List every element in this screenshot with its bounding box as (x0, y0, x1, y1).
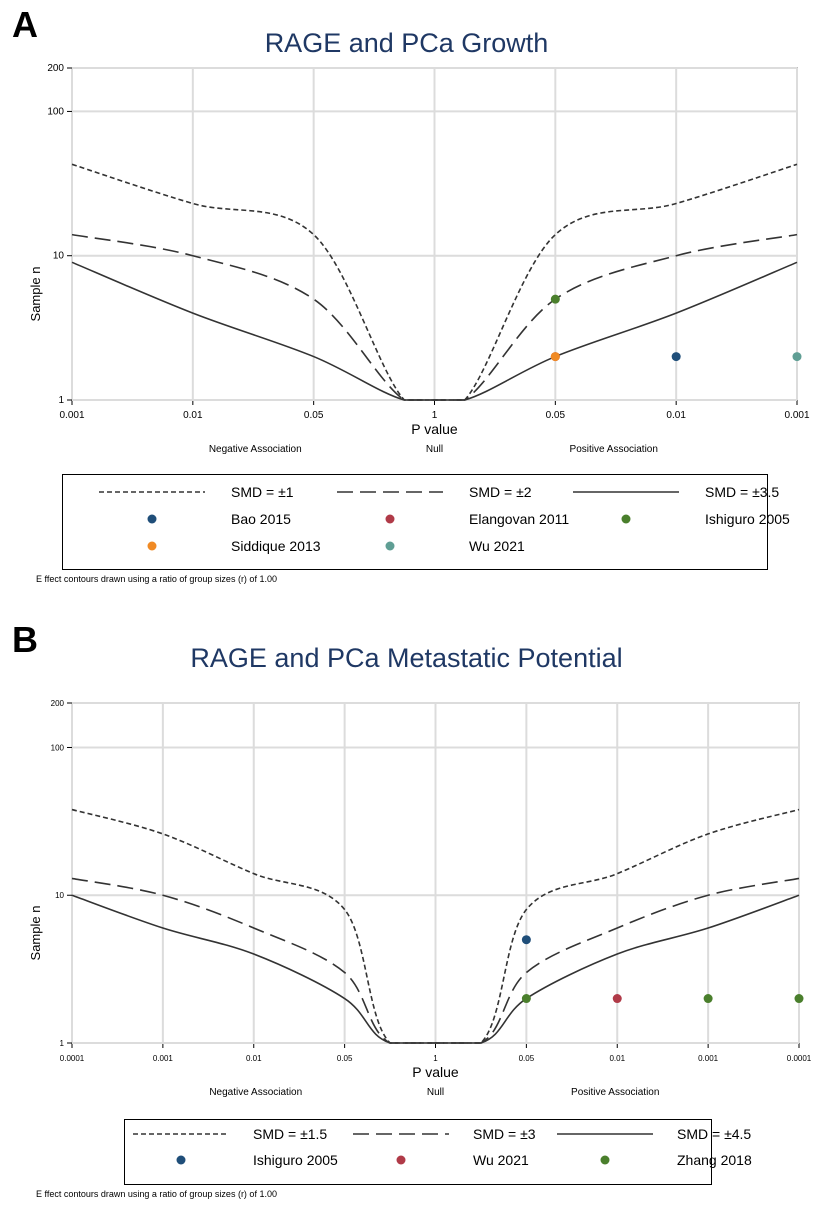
x-tick-label: 0.001 (153, 1054, 174, 1063)
legend: SMD = ±1.5 SMD = ±3 SMD = ±4.5 Ishiguro 200… (124, 1119, 752, 1185)
y-tick-label: 200 (51, 699, 65, 708)
y-tick-label: 1 (60, 1039, 65, 1048)
legend-item: Wu 2021 (335, 538, 525, 554)
legend-item: Siddique 2013 (97, 538, 321, 554)
legend-item: SMD = ±1.5 (131, 1126, 327, 1142)
legend-label: SMD = ±3 (473, 1126, 536, 1142)
contour-line (71, 261, 798, 401)
x-tick-label: 1 (432, 410, 438, 421)
legend-item: Bao 2015 (97, 511, 291, 527)
x-tick-label: 0.001 (784, 410, 809, 421)
region-label: Negative Association (209, 1087, 302, 1098)
legend-item: Zhang 2018 (555, 1152, 752, 1168)
footnote: E ffect contours drawn using a ratio of … (36, 574, 277, 584)
legend-line-key (573, 491, 679, 493)
x-tick-label: 0.0001 (787, 1054, 812, 1063)
x-tick-label: 0.01 (183, 410, 203, 421)
legend-label: SMD = ±2 (469, 484, 532, 500)
legend-item: Ishiguro 2005 (131, 1152, 338, 1168)
panel-b: B RAGE and PCa Metastatic Potential 0.00… (0, 615, 813, 1215)
legend-label: Elangovan 2011 (469, 511, 570, 527)
legend-label: SMD = ±4.5 (677, 1126, 752, 1142)
legend-item: SMD = ±3.5 (571, 484, 779, 500)
legend-line-key (99, 491, 205, 493)
y-tick-label: 100 (47, 106, 64, 117)
y-tick-label: 10 (53, 251, 65, 262)
legend-dot-key (147, 514, 157, 524)
footnote: E ffect contours drawn using a ratio of … (36, 1189, 277, 1199)
legend-label: Wu 2021 (469, 538, 525, 554)
legend-label: Ishiguro 2005 (705, 511, 790, 527)
y-axis-label: Sample n (28, 267, 43, 322)
x-tick-label: 0.001 (59, 410, 84, 421)
study-point (703, 994, 713, 1004)
legend-dot-key (176, 1155, 186, 1165)
contour-plot: 0.0001 0.001 0.01 0.05 1 0.05 0.01 0.001 0.0001 1… (28, 699, 812, 1098)
legend-dot-key (621, 514, 631, 524)
legend-dot-key (385, 541, 395, 551)
y-tick-label: 200 (47, 63, 64, 74)
study-point (792, 352, 802, 362)
region-label: Negative Association (209, 444, 302, 455)
contour-line (71, 894, 800, 1044)
legend-item: SMD = ±3 (351, 1126, 536, 1142)
y-tick-label: 1 (58, 395, 64, 406)
study-point (521, 935, 531, 945)
x-tick-label: 0.01 (246, 1054, 262, 1063)
legend-dot-key (396, 1155, 406, 1165)
legend-label: SMD = ±1.5 (253, 1126, 328, 1142)
legend-line-key (133, 1133, 229, 1135)
legend-line-key (557, 1133, 653, 1135)
legend-label: Ishiguro 2005 (253, 1152, 338, 1168)
contour-plot: 0.001 0.01 0.05 1 0.05 0.01 0.001 1 10 100 200 P va… (28, 63, 810, 455)
x-tick-label: 0.05 (304, 410, 324, 421)
panel-letter: A (12, 4, 38, 45)
x-tick-label: 0.001 (698, 1054, 719, 1063)
legend-item: SMD = ±4.5 (555, 1126, 751, 1142)
study-point (550, 352, 560, 362)
y-tick-label: 100 (51, 743, 65, 752)
legend: SMD = ±1 SMD = ±2 SMD = ±3.5 Bao 2015 Elango… (62, 474, 790, 570)
y-axis-label: Sample n (28, 906, 43, 961)
x-tick-label: 0.05 (519, 1054, 535, 1063)
x-tick-label: 0.01 (609, 1054, 625, 1063)
panel-letter: B (12, 619, 38, 660)
legend-item: Wu 2021 (351, 1152, 529, 1168)
x-axis-label: P value (411, 421, 458, 437)
x-tick-label: 1 (433, 1054, 438, 1063)
x-tick-label: 0.05 (337, 1054, 353, 1063)
legend-item: Ishiguro 2005 (571, 511, 790, 527)
legend-item: Elangovan 2011 (335, 511, 569, 527)
study-point (550, 294, 560, 304)
legend-item: SMD = ±1 (97, 484, 294, 500)
legend-label: Siddique 2013 (231, 538, 321, 554)
legend-label: Bao 2015 (231, 511, 291, 527)
legend-label: SMD = ±1 (231, 484, 294, 500)
legend-line-key (337, 491, 443, 493)
region-label: Null (426, 444, 443, 455)
legend-label: Wu 2021 (473, 1152, 529, 1168)
study-point (521, 994, 531, 1004)
study-point (794, 994, 804, 1004)
panel-a: A RAGE and PCa Growth 0.001 0.01 0.05 1 0.05… (0, 0, 813, 590)
legend-line-key (353, 1133, 449, 1135)
study-point (612, 994, 622, 1004)
chart-title: RAGE and PCa Growth (264, 28, 549, 58)
study-point (671, 352, 681, 362)
region-label: Positive Association (571, 1087, 659, 1098)
chart-title: RAGE and PCa Metastatic Potential (190, 643, 623, 673)
x-tick-label: 0.05 (546, 410, 566, 421)
x-tick-label: 0.0001 (60, 1054, 85, 1063)
legend-dot-key (600, 1155, 610, 1165)
y-tick-label: 10 (55, 891, 64, 900)
region-label: Null (427, 1087, 444, 1098)
legend-dot-key (385, 514, 395, 524)
legend-dot-key (147, 541, 157, 551)
legend-item: SMD = ±2 (335, 484, 532, 500)
x-tick-label: 0.01 (666, 410, 686, 421)
region-label: Positive Association (570, 444, 658, 455)
legend-label: Zhang 2018 (677, 1152, 752, 1168)
legend-label: SMD = ±3.5 (705, 484, 780, 500)
x-axis-label: P value (412, 1064, 459, 1080)
